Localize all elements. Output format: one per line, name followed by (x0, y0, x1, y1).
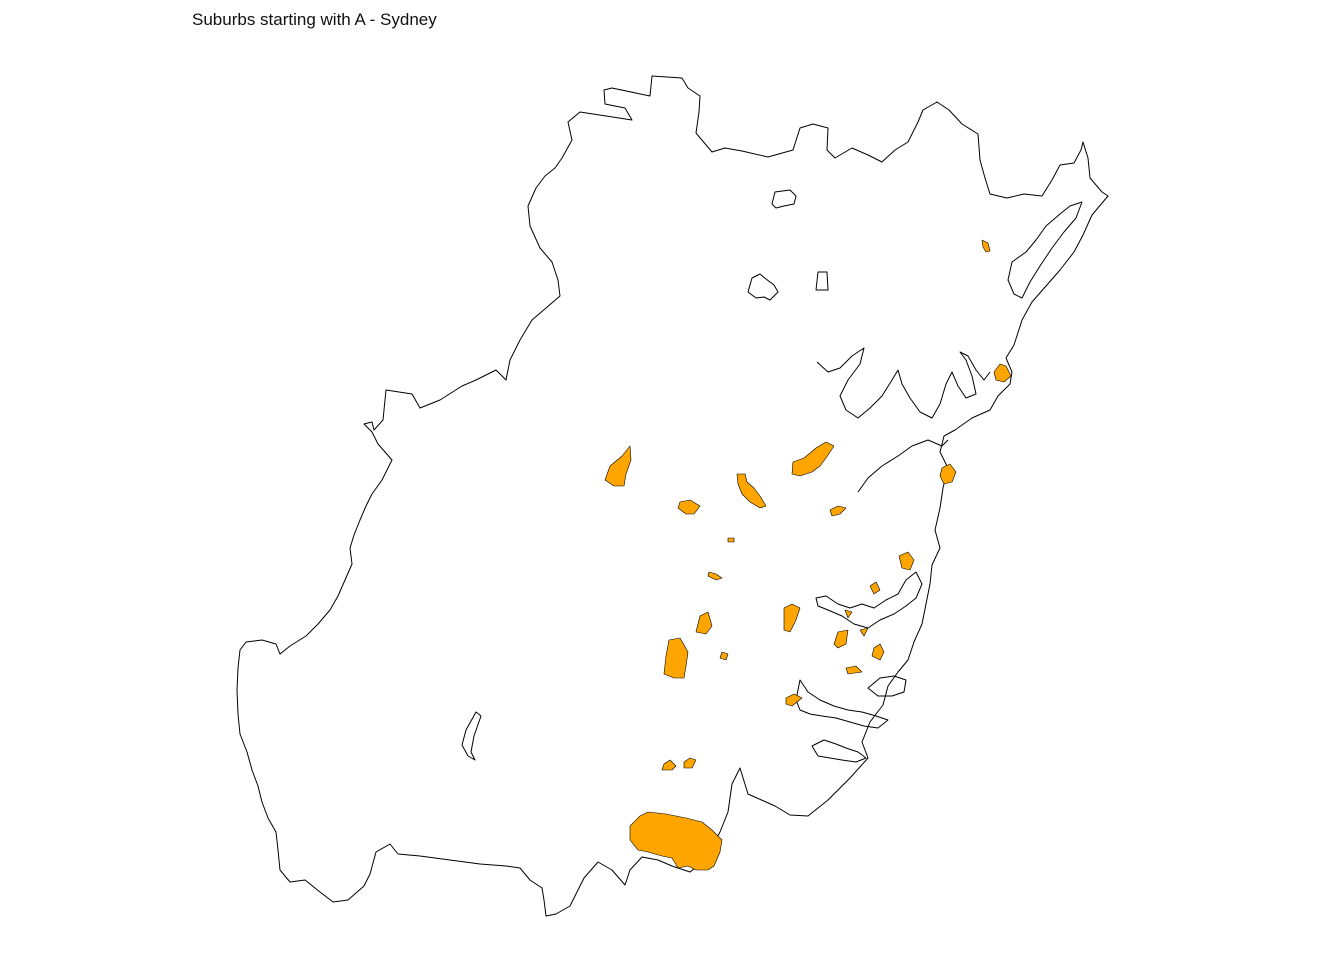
map-title: Suburbs starting with A - Sydney (192, 10, 437, 29)
georges-river (795, 679, 889, 729)
parramatta-river (815, 571, 923, 629)
suburb-a-15 (695, 611, 713, 635)
northern-beaches-lagoon (1007, 201, 1083, 299)
suburb-a-14 (844, 609, 853, 619)
hawkesbury-inlet (816, 347, 991, 419)
suburb-a-6 (736, 473, 767, 509)
suburb-a-12 (869, 581, 881, 595)
suburb-a-9 (727, 537, 735, 543)
suburb-a-25 (629, 811, 723, 871)
lake-warragamba (461, 711, 482, 761)
suburb-a-16 (859, 627, 869, 637)
suburb-a-17 (833, 629, 849, 649)
suburb-a-22 (785, 693, 803, 707)
highlighted-suburbs (604, 239, 1012, 871)
suburb-a-7 (677, 499, 701, 515)
suburb-a-13 (783, 603, 801, 633)
suburb-a-24 (683, 757, 697, 769)
suburb-a-10 (898, 551, 915, 571)
suburb-a-4 (791, 441, 835, 477)
reservoir-north-1 (771, 189, 797, 209)
suburb-a-23 (661, 759, 677, 771)
suburb-a-5 (939, 463, 957, 485)
botany-bay-shore (867, 675, 907, 697)
middle-harbour (857, 439, 949, 493)
suburb-a-20 (719, 651, 729, 661)
port-hacking (811, 739, 867, 763)
suburb-a-1 (981, 239, 991, 253)
suburb-a-8 (829, 505, 847, 517)
suburb-a-21 (845, 665, 863, 675)
suburb-a-19 (663, 637, 689, 679)
suburb-a-18 (871, 643, 885, 661)
suburb-a-2 (993, 363, 1012, 383)
reservoir-north-2 (747, 273, 779, 301)
sydney-region-boundary (236, 75, 1109, 917)
suburb-a-3 (604, 445, 632, 487)
reservoir-north-3 (815, 271, 829, 291)
suburb-a-11 (707, 571, 723, 581)
